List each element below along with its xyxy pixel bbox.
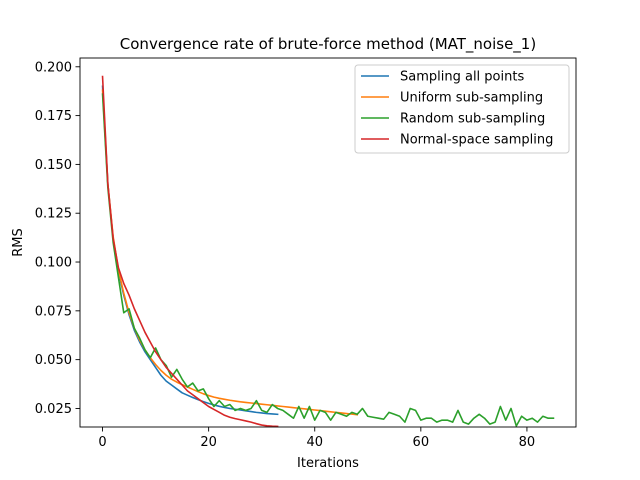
y-axis: 0.025 0.050 0.075 0.100 0.125 0.150 0.175 0.200 [35, 60, 80, 417]
y-tick-label: 0.050 [35, 353, 72, 368]
y-tick-label: 0.100 [35, 256, 72, 271]
x-tick-label: 80 [519, 435, 536, 450]
y-tick-label: 0.025 [35, 402, 72, 417]
x-axis-label: Iterations [297, 456, 359, 471]
y-tick-label: 0.075 [35, 304, 72, 319]
x-tick-label: 20 [200, 435, 217, 450]
y-tick-label: 0.125 [35, 207, 72, 222]
x-axis: 0 20 40 60 80 [98, 427, 535, 450]
x-tick-label: 60 [413, 435, 430, 450]
plot-lines [101, 75, 555, 428]
y-tick-label: 0.200 [35, 60, 72, 75]
legend-label-1: Sampling all points [400, 70, 524, 85]
axes-frame [79, 57, 577, 428]
y-axis-label: RMS [11, 228, 26, 257]
x-tick-label: 40 [306, 435, 323, 450]
legend-label-2: Uniform sub-sampling [400, 91, 543, 106]
series-line-3 [101, 93, 555, 427]
legend-box [354, 64, 570, 154]
legend-label-4: Normal-space sampling [400, 133, 553, 148]
chart-title: Convergence rate of brute-force method (… [120, 35, 536, 54]
legend: Sampling all points Uniform sub-sampling R… [354, 64, 570, 154]
series-line-4 [101, 75, 279, 428]
y-tick-label: 0.150 [35, 158, 72, 173]
legend-label-3: Random sub-sampling [400, 112, 545, 127]
y-tick-label: 0.175 [35, 109, 72, 124]
x-tick-label: 0 [98, 435, 106, 450]
